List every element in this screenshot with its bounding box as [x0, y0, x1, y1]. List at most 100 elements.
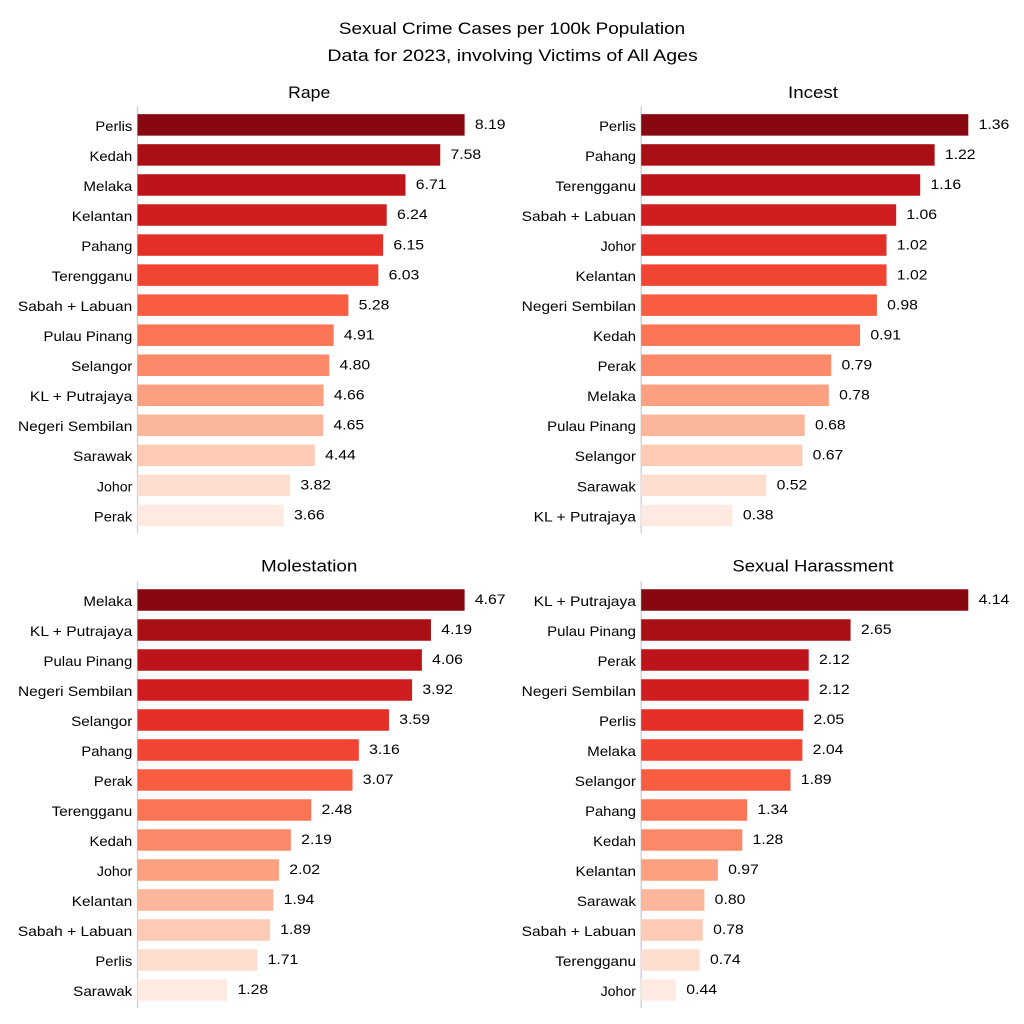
svg-text:4.19: 4.19: [441, 622, 472, 637]
svg-text:1.28: 1.28: [238, 982, 269, 997]
svg-text:Pahang: Pahang: [585, 149, 636, 164]
svg-text:7.58: 7.58: [451, 147, 482, 162]
svg-text:4.67: 4.67: [475, 592, 506, 607]
svg-text:Kelantan: Kelantan: [576, 864, 637, 879]
svg-text:Terengganu: Terengganu: [52, 804, 133, 819]
svg-text:Pulau Pinang: Pulau Pinang: [44, 329, 133, 344]
svg-text:2.12: 2.12: [819, 652, 850, 667]
svg-text:0.67: 0.67: [813, 448, 844, 463]
svg-text:Sabah + Labuan: Sabah + Labuan: [522, 209, 636, 224]
svg-text:KL + Putrajaya: KL + Putrajaya: [534, 594, 637, 609]
svg-text:4.66: 4.66: [334, 388, 365, 403]
svg-text:Negeri Sembilan: Negeri Sembilan: [522, 299, 636, 314]
svg-text:KL + Putrajaya: KL + Putrajaya: [534, 509, 637, 524]
svg-text:Perak: Perak: [598, 654, 637, 669]
svg-text:Pulau Pinang: Pulau Pinang: [547, 419, 636, 434]
svg-text:Sabah + Labuan: Sabah + Labuan: [18, 299, 132, 314]
svg-text:Sarawak: Sarawak: [73, 984, 132, 999]
svg-text:Negeri Sembilan: Negeri Sembilan: [18, 684, 132, 699]
svg-text:Pahang: Pahang: [81, 744, 132, 759]
svg-text:1.34: 1.34: [757, 802, 788, 817]
svg-text:Selangor: Selangor: [71, 359, 133, 374]
svg-text:3.82: 3.82: [300, 478, 331, 493]
svg-text:Sarawak: Sarawak: [577, 479, 636, 494]
svg-text:4.14: 4.14: [979, 592, 1010, 607]
svg-text:Pulau Pinang: Pulau Pinang: [547, 624, 636, 639]
svg-text:Perlis: Perlis: [599, 714, 636, 729]
svg-text:1.02: 1.02: [897, 237, 928, 252]
svg-text:Sabah + Labuan: Sabah + Labuan: [522, 924, 636, 939]
svg-text:2.19: 2.19: [301, 832, 332, 847]
svg-text:4.65: 4.65: [334, 418, 365, 433]
svg-text:Rape: Rape: [288, 83, 330, 102]
svg-text:Perlis: Perlis: [599, 119, 636, 134]
svg-text:Pahang: Pahang: [81, 239, 132, 254]
svg-text:6.15: 6.15: [393, 237, 424, 252]
svg-text:1.94: 1.94: [284, 892, 315, 907]
svg-text:Negeri Sembilan: Negeri Sembilan: [522, 684, 636, 699]
svg-text:1.16: 1.16: [931, 177, 962, 192]
svg-text:3.07: 3.07: [363, 772, 394, 787]
svg-text:Data for 2023, involving Victi: Data for 2023, involving Victims of All …: [327, 46, 697, 65]
svg-text:0.44: 0.44: [686, 982, 717, 997]
svg-text:6.03: 6.03: [389, 267, 420, 282]
svg-text:Selangor: Selangor: [71, 714, 133, 729]
svg-text:Perlis: Perlis: [95, 954, 132, 969]
svg-text:Terengganu: Terengganu: [555, 954, 636, 969]
svg-text:1.89: 1.89: [801, 772, 832, 787]
svg-text:2.48: 2.48: [322, 802, 353, 817]
svg-text:Negeri Sembilan: Negeri Sembilan: [18, 419, 132, 434]
svg-text:0.38: 0.38: [743, 508, 774, 523]
svg-text:Kedah: Kedah: [593, 834, 636, 849]
svg-text:Johor: Johor: [601, 984, 637, 999]
svg-text:Perlis: Perlis: [95, 119, 132, 134]
svg-text:3.66: 3.66: [294, 508, 325, 523]
svg-text:0.52: 0.52: [777, 478, 808, 493]
svg-text:5.28: 5.28: [359, 297, 390, 312]
svg-text:Melaka: Melaka: [587, 389, 636, 404]
svg-text:2.04: 2.04: [813, 742, 844, 757]
svg-text:Sexual Harassment: Sexual Harassment: [732, 557, 894, 576]
svg-text:Kedah: Kedah: [593, 329, 636, 344]
svg-text:1.71: 1.71: [268, 952, 299, 967]
svg-text:Kelantan: Kelantan: [72, 894, 133, 909]
svg-text:Sarawak: Sarawak: [577, 894, 636, 909]
svg-text:Terengganu: Terengganu: [555, 179, 636, 194]
svg-text:KL + Putrajaya: KL + Putrajaya: [30, 624, 133, 639]
svg-text:Pahang: Pahang: [585, 804, 636, 819]
svg-text:Incest: Incest: [788, 83, 838, 102]
svg-text:1.28: 1.28: [753, 832, 784, 847]
svg-text:0.78: 0.78: [713, 922, 744, 937]
svg-text:Kelantan: Kelantan: [72, 209, 133, 224]
svg-text:1.06: 1.06: [906, 207, 937, 222]
svg-text:2.05: 2.05: [814, 712, 845, 727]
svg-text:Sexual Crime Cases per 100k Po: Sexual Crime Cases per 100k Population: [339, 19, 685, 38]
svg-text:Kedah: Kedah: [90, 149, 133, 164]
svg-text:Perak: Perak: [94, 509, 133, 524]
svg-text:Pulau Pinang: Pulau Pinang: [44, 654, 133, 669]
svg-text:1.02: 1.02: [897, 267, 928, 282]
svg-text:1.22: 1.22: [945, 147, 976, 162]
svg-text:Melaka: Melaka: [83, 594, 132, 609]
svg-text:Selangor: Selangor: [575, 774, 637, 789]
svg-text:Kedah: Kedah: [90, 834, 133, 849]
svg-text:Selangor: Selangor: [575, 449, 637, 464]
svg-text:Melaka: Melaka: [587, 744, 636, 759]
svg-text:4.44: 4.44: [325, 448, 356, 463]
svg-text:6.71: 6.71: [416, 177, 447, 192]
svg-text:Terengganu: Terengganu: [52, 269, 133, 284]
svg-text:3.59: 3.59: [399, 712, 430, 727]
svg-text:Johor: Johor: [97, 864, 133, 879]
svg-text:KL + Putrajaya: KL + Putrajaya: [30, 389, 133, 404]
svg-text:Johor: Johor: [601, 239, 637, 254]
svg-text:0.79: 0.79: [842, 357, 873, 372]
svg-text:2.65: 2.65: [861, 622, 892, 637]
svg-text:0.97: 0.97: [728, 862, 759, 877]
svg-text:Melaka: Melaka: [83, 179, 132, 194]
svg-text:Molestation: Molestation: [261, 557, 357, 576]
svg-text:2.02: 2.02: [289, 862, 320, 877]
svg-text:4.06: 4.06: [432, 652, 463, 667]
svg-text:3.92: 3.92: [422, 682, 453, 697]
svg-text:0.74: 0.74: [710, 952, 741, 967]
svg-text:2.12: 2.12: [819, 682, 850, 697]
